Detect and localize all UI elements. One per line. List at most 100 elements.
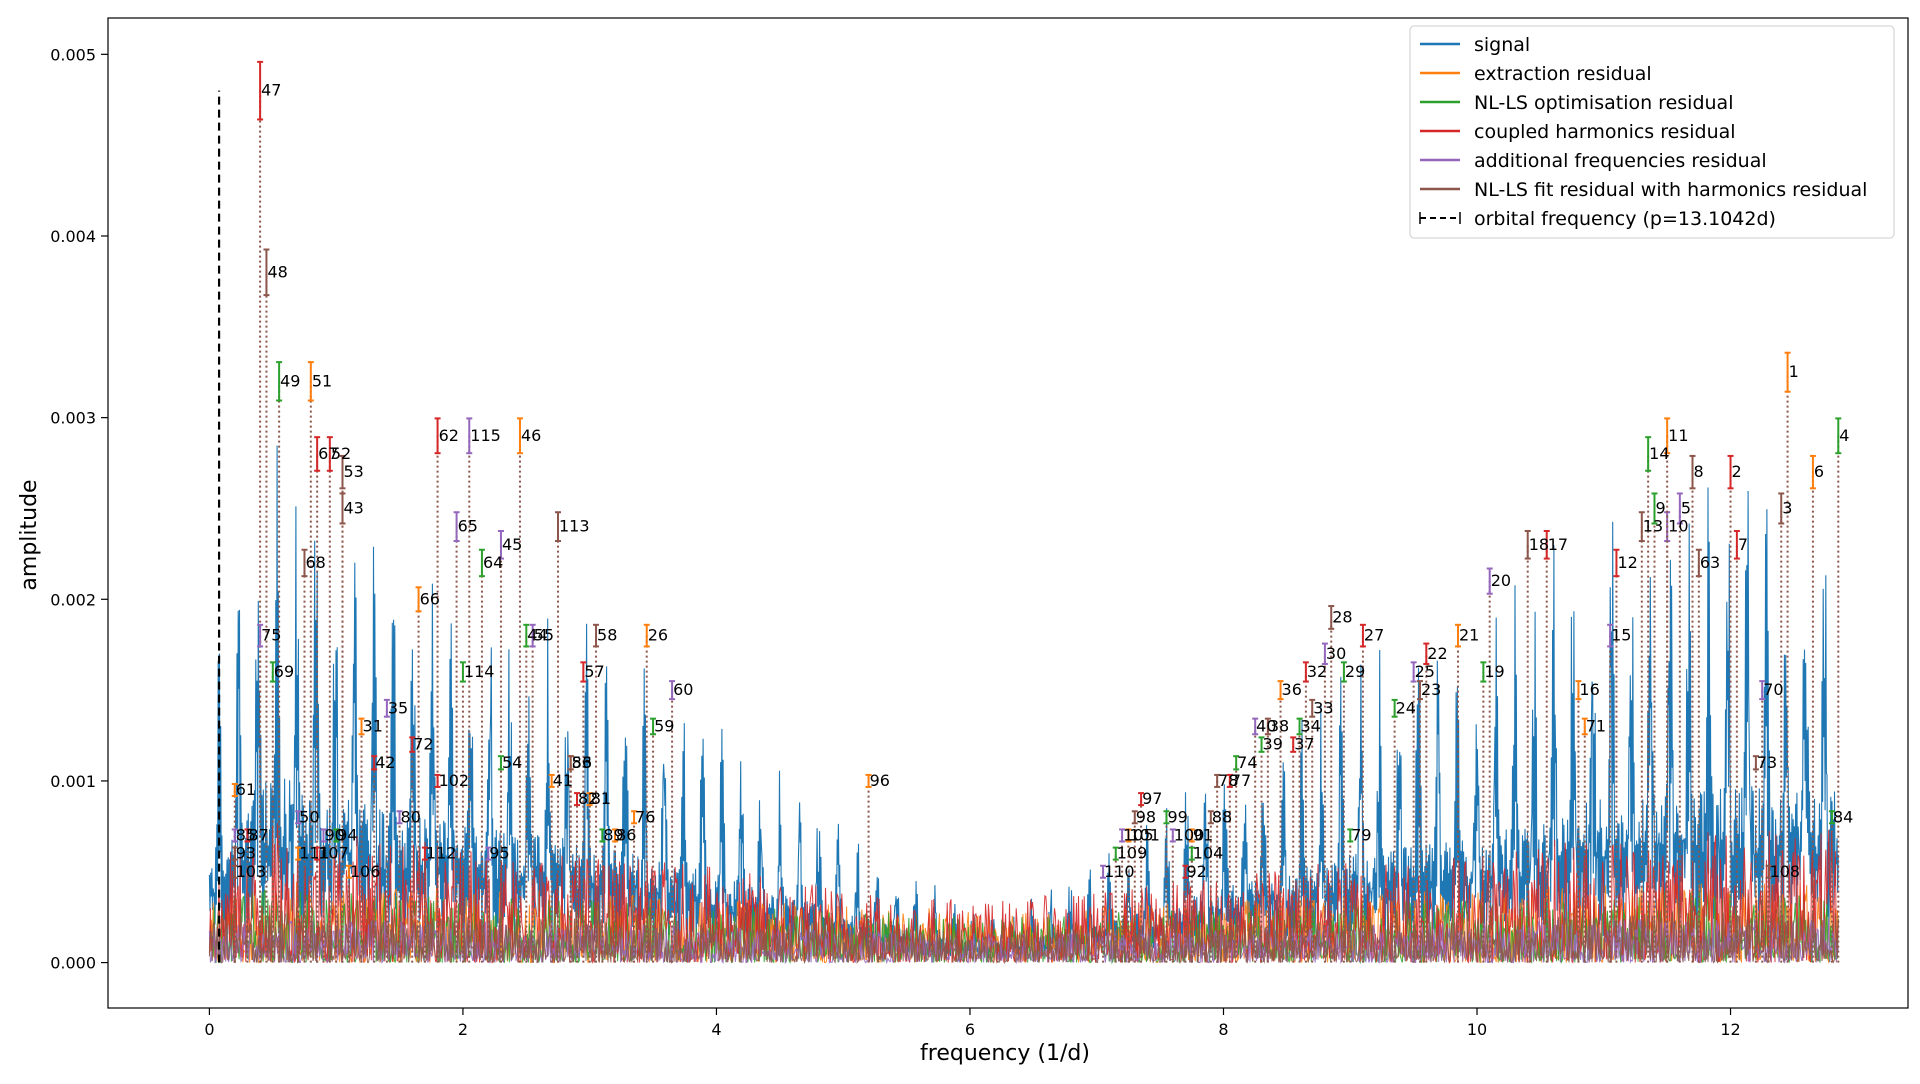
- frequency-label: 2: [1732, 462, 1742, 481]
- frequency-label: 104: [1193, 844, 1224, 863]
- frequency-label: 5: [1681, 498, 1691, 517]
- frequency-label: 46: [521, 426, 541, 445]
- frequency-label: 55: [534, 626, 554, 645]
- frequency-label: 76: [635, 807, 655, 826]
- x-tick-label: 12: [1720, 1020, 1740, 1039]
- frequency-label: 37: [1294, 735, 1314, 754]
- frequency-label: 54: [502, 753, 522, 772]
- frequency-label: 14: [1649, 444, 1669, 463]
- frequency-label: 115: [470, 426, 501, 445]
- frequency-label: 96: [870, 771, 890, 790]
- frequency-label: 107: [318, 844, 349, 863]
- frequency-label: 67: [318, 444, 338, 463]
- plot-frame: [107, 17, 1909, 1009]
- x-tick-label: 0: [204, 1020, 214, 1039]
- frequency-label: 38: [1269, 716, 1289, 735]
- frequency-label: 78: [1218, 771, 1238, 790]
- frequency-label: 33: [1313, 698, 1333, 717]
- frequency-label: 114: [464, 662, 495, 681]
- frequency-label: 9: [1655, 498, 1665, 517]
- frequency-label: 95: [489, 844, 509, 863]
- frequency-label: 15: [1611, 626, 1631, 645]
- x-tick-label: 6: [965, 1020, 975, 1039]
- frequency-label: 99: [1167, 807, 1187, 826]
- frequency-label: 41: [553, 771, 573, 790]
- frequency-label: 66: [420, 589, 440, 608]
- frequency-label: 47: [261, 81, 281, 100]
- frequency-label: 100: [1174, 825, 1205, 844]
- legend-entry-orbital-frequency: orbital frequency (p=13.1042d): [1419, 208, 1776, 230]
- frequency-label: 21: [1459, 626, 1479, 645]
- frequency-label: 18: [1529, 535, 1549, 554]
- frequency-label: 7: [1738, 535, 1748, 554]
- frequency-label: 52: [331, 444, 351, 463]
- frequency-label: 51: [312, 371, 332, 390]
- frequency-label: 65: [458, 517, 478, 536]
- frequency-label: 45: [502, 535, 522, 554]
- frequency-label: 3: [1782, 498, 1792, 517]
- frequency-label: 49: [280, 371, 300, 390]
- frequency-label: 109: [1117, 844, 1148, 863]
- frequency-label: 22: [1427, 644, 1447, 663]
- frequency-label: 61: [236, 780, 256, 799]
- frequency-label: 57: [584, 662, 604, 681]
- frequency-label: 60: [673, 680, 693, 699]
- frequency-label: 1: [1789, 362, 1799, 381]
- frequency-label: 43: [344, 498, 364, 517]
- legend-frame: [1409, 25, 1895, 239]
- frequency-label: 4: [1839, 426, 1849, 445]
- legend-label: NL-LS optimisation residual: [1474, 92, 1733, 114]
- frequency-label: 98: [1136, 807, 1156, 826]
- frequency-label: 69: [274, 662, 294, 681]
- legend-label: extraction residual: [1474, 63, 1652, 85]
- frequency-label: 72: [413, 735, 433, 754]
- frequency-label: 50: [299, 807, 319, 826]
- frequency-label: 48: [267, 262, 287, 281]
- frequency-label: 89: [603, 825, 623, 844]
- frequency-label: 68: [305, 553, 325, 572]
- frequency-label: 13: [1643, 517, 1663, 536]
- y-tick-label: 0.005: [50, 45, 96, 64]
- frequency-label: 16: [1579, 680, 1599, 699]
- frequency-label: 71: [1586, 716, 1606, 735]
- plot-area: [208, 60, 1842, 965]
- frequency-label: 97: [1142, 789, 1162, 808]
- frequency-label: 92: [1186, 862, 1206, 881]
- frequency-label: 113: [559, 517, 590, 536]
- frequency-label: 85: [236, 825, 256, 844]
- frequency-label: 108: [1770, 862, 1801, 881]
- frequency-label: 23: [1421, 680, 1441, 699]
- x-tick-label: 8: [1218, 1020, 1228, 1039]
- legend: signal extraction residual NL-LS optimis…: [1409, 25, 1895, 239]
- frequency-label: 27: [1364, 626, 1384, 645]
- legend-label: orbital frequency (p=13.1042d): [1474, 208, 1776, 230]
- frequency-label: 58: [597, 626, 617, 645]
- frequency-label: 70: [1763, 680, 1783, 699]
- x-axis-label: frequency (1/d): [920, 1041, 1090, 1066]
- frequency-label: 11: [1668, 426, 1688, 445]
- frequency-label: 88: [1212, 807, 1232, 826]
- frequency-label: 26: [648, 626, 668, 645]
- frequency-label: 6: [1814, 462, 1824, 481]
- frequency-label: 24: [1396, 698, 1416, 717]
- frequency-label: 73: [1757, 753, 1777, 772]
- frequency-label: 64: [483, 553, 503, 572]
- frequency-label: 42: [375, 753, 395, 772]
- y-axis-label: amplitude: [17, 479, 42, 590]
- frequency-label: 81: [591, 789, 611, 808]
- x-tick-label: 10: [1467, 1020, 1487, 1039]
- frequency-label: 10: [1668, 517, 1688, 536]
- frequency-label: 90: [324, 825, 344, 844]
- frequency-label: 29: [1345, 662, 1365, 681]
- y-tick-label: 0.004: [50, 227, 96, 246]
- frequency-label: 84: [1833, 807, 1853, 826]
- nlls-harmonics-residual-line: [208, 910, 1839, 965]
- y-tick-label: 0.002: [50, 590, 96, 609]
- y-tick-label: 0.000: [50, 954, 96, 973]
- frequency-label: 35: [388, 698, 408, 717]
- frequency-label: 44: [527, 626, 547, 645]
- frequency-label: 105: [1123, 825, 1154, 844]
- legend-entry-coupled: coupled harmonics residual: [1420, 121, 1736, 143]
